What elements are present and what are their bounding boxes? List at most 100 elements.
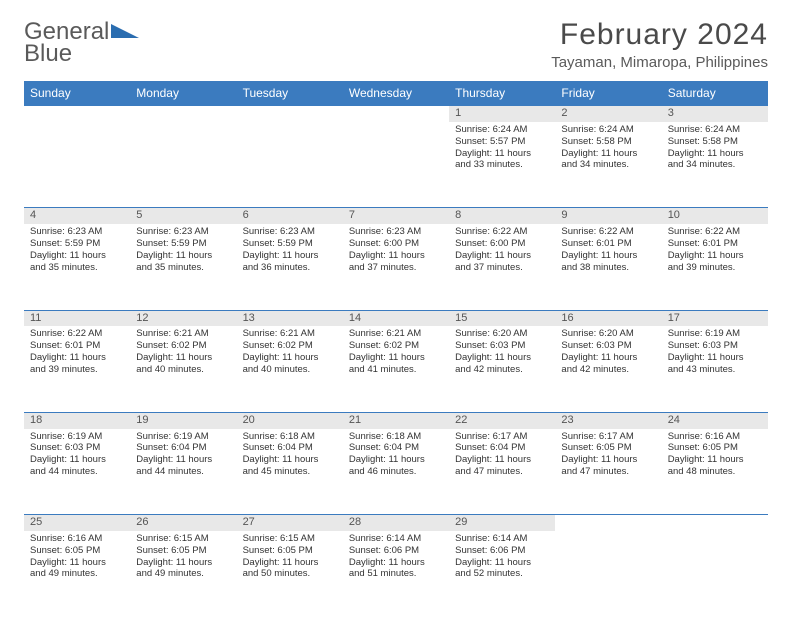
day-number-row: 123: [24, 106, 768, 122]
day-header-row: Sunday Monday Tuesday Wednesday Thursday…: [24, 81, 768, 106]
day-number-cell: 16: [555, 310, 661, 326]
sunset-text: Sunset: 6:03 PM: [668, 340, 762, 352]
daylight-text: Daylight: 11 hours and 40 minutes.: [136, 352, 230, 376]
daylight-text: Daylight: 11 hours and 48 minutes.: [668, 454, 762, 478]
sunset-text: Sunset: 6:02 PM: [349, 340, 443, 352]
sunrise-text: Sunrise: 6:17 AM: [455, 431, 549, 443]
daylight-text: Daylight: 11 hours and 47 minutes.: [561, 454, 655, 478]
sunset-text: Sunset: 6:01 PM: [561, 238, 655, 250]
sunrise-text: Sunrise: 6:23 AM: [243, 226, 337, 238]
daylight-text: Daylight: 11 hours and 37 minutes.: [455, 250, 549, 274]
day-content-cell: Sunrise: 6:22 AMSunset: 6:01 PMDaylight:…: [24, 326, 130, 412]
day-number-row: 45678910: [24, 208, 768, 224]
daylight-text: Daylight: 11 hours and 33 minutes.: [455, 148, 549, 172]
day-content-cell: Sunrise: 6:23 AMSunset: 5:59 PMDaylight:…: [237, 224, 343, 310]
daylight-text: Daylight: 11 hours and 49 minutes.: [30, 557, 124, 581]
daylight-text: Daylight: 11 hours and 42 minutes.: [455, 352, 549, 376]
daylight-text: Daylight: 11 hours and 37 minutes.: [349, 250, 443, 274]
day-content-row: Sunrise: 6:24 AMSunset: 5:57 PMDaylight:…: [24, 122, 768, 208]
sunrise-text: Sunrise: 6:14 AM: [455, 533, 549, 545]
sunset-text: Sunset: 6:02 PM: [136, 340, 230, 352]
sunrise-text: Sunrise: 6:15 AM: [243, 533, 337, 545]
day-number-cell: 26: [130, 515, 236, 531]
day-content-cell: Sunrise: 6:24 AMSunset: 5:58 PMDaylight:…: [555, 122, 661, 208]
day-number-row: 11121314151617: [24, 310, 768, 326]
day-content-cell: Sunrise: 6:17 AMSunset: 6:05 PMDaylight:…: [555, 429, 661, 515]
sunrise-text: Sunrise: 6:21 AM: [243, 328, 337, 340]
sunrise-text: Sunrise: 6:19 AM: [30, 431, 124, 443]
day-number-cell: 20: [237, 412, 343, 428]
daylight-text: Daylight: 11 hours and 35 minutes.: [136, 250, 230, 274]
title-block: February 2024 Tayaman, Mimaropa, Philipp…: [551, 18, 768, 71]
sunset-text: Sunset: 6:04 PM: [136, 442, 230, 454]
sunrise-text: Sunrise: 6:16 AM: [30, 533, 124, 545]
day-content-cell: Sunrise: 6:23 AMSunset: 6:00 PMDaylight:…: [343, 224, 449, 310]
col-saturday: Saturday: [662, 81, 768, 106]
day-number-cell: 9: [555, 208, 661, 224]
day-content-cell: Sunrise: 6:23 AMSunset: 5:59 PMDaylight:…: [24, 224, 130, 310]
day-content-cell: Sunrise: 6:18 AMSunset: 6:04 PMDaylight:…: [237, 429, 343, 515]
day-content-cell: Sunrise: 6:14 AMSunset: 6:06 PMDaylight:…: [343, 531, 449, 617]
daylight-text: Daylight: 11 hours and 35 minutes.: [30, 250, 124, 274]
sunrise-text: Sunrise: 6:19 AM: [668, 328, 762, 340]
sunrise-text: Sunrise: 6:22 AM: [30, 328, 124, 340]
day-content-cell: Sunrise: 6:19 AMSunset: 6:03 PMDaylight:…: [24, 429, 130, 515]
day-content-cell: Sunrise: 6:24 AMSunset: 5:57 PMDaylight:…: [449, 122, 555, 208]
day-number-cell: [24, 106, 130, 122]
col-sunday: Sunday: [24, 81, 130, 106]
sunrise-text: Sunrise: 6:20 AM: [455, 328, 549, 340]
sunrise-text: Sunrise: 6:15 AM: [136, 533, 230, 545]
sunrise-text: Sunrise: 6:24 AM: [455, 124, 549, 136]
sunset-text: Sunset: 6:06 PM: [349, 545, 443, 557]
day-number-cell: 28: [343, 515, 449, 531]
sunset-text: Sunset: 6:03 PM: [30, 442, 124, 454]
sunset-text: Sunset: 5:58 PM: [668, 136, 762, 148]
daylight-text: Daylight: 11 hours and 34 minutes.: [561, 148, 655, 172]
day-number-cell: 1: [449, 106, 555, 122]
sunset-text: Sunset: 6:00 PM: [455, 238, 549, 250]
day-content-cell: Sunrise: 6:20 AMSunset: 6:03 PMDaylight:…: [555, 326, 661, 412]
day-content-cell: Sunrise: 6:19 AMSunset: 6:04 PMDaylight:…: [130, 429, 236, 515]
day-number-cell: [130, 106, 236, 122]
daylight-text: Daylight: 11 hours and 36 minutes.: [243, 250, 337, 274]
day-content-cell: Sunrise: 6:15 AMSunset: 6:05 PMDaylight:…: [130, 531, 236, 617]
sunrise-text: Sunrise: 6:21 AM: [349, 328, 443, 340]
daylight-text: Daylight: 11 hours and 43 minutes.: [668, 352, 762, 376]
day-number-cell: 19: [130, 412, 236, 428]
calendar-table: Sunday Monday Tuesday Wednesday Thursday…: [24, 81, 768, 617]
day-content-cell: Sunrise: 6:22 AMSunset: 6:01 PMDaylight:…: [555, 224, 661, 310]
day-number-cell: 7: [343, 208, 449, 224]
day-number-cell: 24: [662, 412, 768, 428]
day-content-row: Sunrise: 6:22 AMSunset: 6:01 PMDaylight:…: [24, 326, 768, 412]
day-content-cell: Sunrise: 6:20 AMSunset: 6:03 PMDaylight:…: [449, 326, 555, 412]
day-number-cell: 25: [24, 515, 130, 531]
sunset-text: Sunset: 6:02 PM: [243, 340, 337, 352]
day-content-cell: [130, 122, 236, 208]
sunset-text: Sunset: 6:03 PM: [561, 340, 655, 352]
sunset-text: Sunset: 5:59 PM: [136, 238, 230, 250]
day-content-cell: Sunrise: 6:21 AMSunset: 6:02 PMDaylight:…: [343, 326, 449, 412]
day-number-cell: 11: [24, 310, 130, 326]
daylight-text: Daylight: 11 hours and 39 minutes.: [30, 352, 124, 376]
sunset-text: Sunset: 6:05 PM: [243, 545, 337, 557]
daylight-text: Daylight: 11 hours and 39 minutes.: [668, 250, 762, 274]
sunrise-text: Sunrise: 6:18 AM: [349, 431, 443, 443]
sunset-text: Sunset: 6:01 PM: [668, 238, 762, 250]
day-content-cell: Sunrise: 6:16 AMSunset: 6:05 PMDaylight:…: [662, 429, 768, 515]
day-number-cell: 5: [130, 208, 236, 224]
col-tuesday: Tuesday: [237, 81, 343, 106]
day-number-cell: 8: [449, 208, 555, 224]
sunset-text: Sunset: 5:58 PM: [561, 136, 655, 148]
day-content-cell: Sunrise: 6:21 AMSunset: 6:02 PMDaylight:…: [237, 326, 343, 412]
day-number-cell: 21: [343, 412, 449, 428]
sunset-text: Sunset: 6:05 PM: [30, 545, 124, 557]
logo: General Blue: [24, 18, 139, 68]
sunrise-text: Sunrise: 6:21 AM: [136, 328, 230, 340]
sunset-text: Sunset: 6:05 PM: [561, 442, 655, 454]
sunrise-text: Sunrise: 6:18 AM: [243, 431, 337, 443]
day-number-cell: 2: [555, 106, 661, 122]
sunrise-text: Sunrise: 6:17 AM: [561, 431, 655, 443]
logo-triangle-icon: [111, 24, 139, 38]
day-content-cell: [343, 122, 449, 208]
day-content-cell: Sunrise: 6:18 AMSunset: 6:04 PMDaylight:…: [343, 429, 449, 515]
